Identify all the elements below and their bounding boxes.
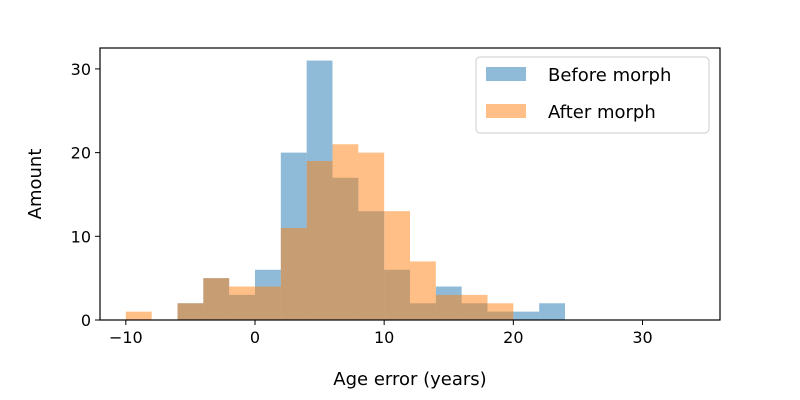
legend-label-before-morph: Before morph [548, 65, 671, 86]
bar-after-morph-5 [280, 227, 307, 320]
bar-after-morph-3 [229, 286, 255, 320]
legend: Before morph After morph [475, 56, 710, 134]
bar-after-morph-2 [203, 278, 230, 320]
bar-after-morph-6 [306, 160, 333, 320]
x-axis-label: Age error (years) [333, 369, 486, 390]
bar-before-morph-13 [513, 311, 540, 320]
x-tick-label: −10 [109, 328, 143, 347]
legend-box [475, 56, 710, 134]
bar-after-morph-9 [384, 211, 410, 320]
bar-after-morph-12 [461, 294, 488, 320]
bar-after-morph-13 [487, 303, 514, 320]
y-tick-label: 30 [71, 60, 91, 79]
legend-swatch-after-morph [486, 104, 526, 118]
bar-after-morph-0 [125, 311, 152, 320]
bars-layer [125, 60, 565, 321]
y-tick-label: 20 [71, 144, 91, 163]
y-tick-label: 10 [71, 227, 91, 246]
x-tick-label: 0 [250, 328, 260, 347]
bar-after-morph-7 [332, 144, 359, 320]
bar-after-morph-4 [255, 286, 281, 320]
x-tick-label: 10 [374, 328, 394, 347]
legend-label-after-morph: After morph [548, 102, 656, 123]
bar-before-morph-14 [539, 303, 565, 320]
legend-swatch-before-morph [486, 67, 526, 81]
y-axis-label: Amount [25, 149, 46, 220]
bar-after-morph-1 [177, 303, 204, 320]
bar-after-morph-10 [410, 261, 436, 320]
x-tick-label: 30 [632, 328, 652, 347]
x-tick-label: 20 [503, 328, 523, 347]
bar-after-morph-11 [435, 294, 462, 320]
plot-frame [99, 47, 721, 321]
bar-after-morph-8 [358, 152, 385, 320]
x-axis-ticks: −10 0 10 20 30 [109, 320, 653, 347]
y-tick-label: 0 [81, 311, 91, 330]
y-axis-ticks: 0 10 20 30 [71, 60, 100, 330]
